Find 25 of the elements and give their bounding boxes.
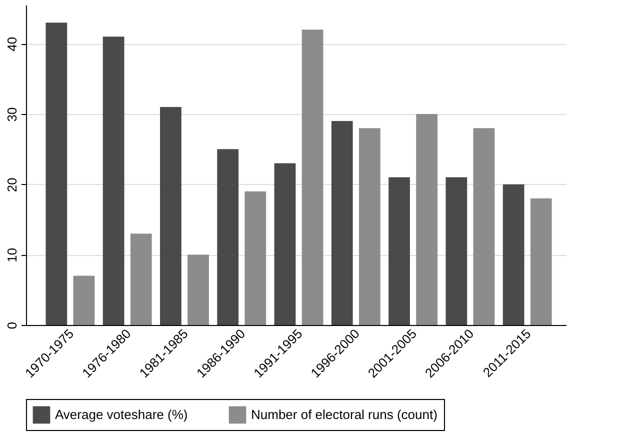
bar bbox=[274, 163, 296, 325]
bar bbox=[446, 177, 468, 325]
bar bbox=[302, 30, 324, 325]
bar bbox=[130, 234, 152, 325]
bar bbox=[502, 184, 524, 325]
y-tick-label: 0 bbox=[4, 322, 20, 330]
bar bbox=[530, 198, 552, 325]
bar bbox=[160, 106, 182, 325]
bar bbox=[217, 149, 239, 325]
y-tick-label: 30 bbox=[4, 107, 20, 122]
legend-label: Average voteshare (%) bbox=[55, 406, 188, 422]
y-tick-label: 20 bbox=[4, 178, 20, 192]
bar bbox=[102, 36, 124, 325]
legend-label: Number of electoral runs (count) bbox=[251, 406, 438, 422]
bar bbox=[358, 128, 380, 325]
y-tick-label: 10 bbox=[4, 248, 20, 262]
bar bbox=[73, 276, 95, 325]
bar bbox=[188, 254, 209, 325]
bar bbox=[473, 128, 495, 325]
y-tick-label: 40 bbox=[4, 36, 20, 52]
bar bbox=[244, 191, 266, 325]
bar bbox=[388, 177, 410, 325]
bar bbox=[331, 121, 353, 325]
bar bbox=[46, 22, 68, 325]
bar bbox=[416, 114, 438, 325]
